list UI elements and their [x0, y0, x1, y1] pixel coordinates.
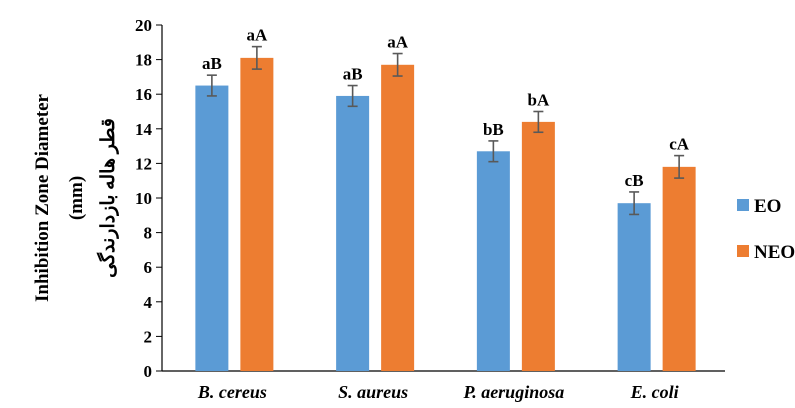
y-tick-label: 16: [135, 85, 152, 104]
y-tick-label: 0: [144, 362, 153, 381]
y-axis-label: Inhibition Zone Diameter (mm) قطر هاله باز…: [32, 93, 119, 302]
data-label: aA: [387, 33, 409, 52]
legend: EO NEO: [737, 196, 795, 263]
y-tick-label: 14: [135, 120, 153, 139]
x-tick-label: S. aureus: [338, 382, 408, 402]
bar-neo-p-aeruginosa: [521, 121, 555, 371]
data-label: aB: [202, 54, 222, 73]
legend-label-eo: EO: [754, 196, 781, 217]
data-label: aB: [343, 65, 363, 84]
bar-eo-s-aureus: [336, 95, 370, 372]
y-tick-label: 6: [144, 258, 153, 277]
y-tick-label: 10: [135, 189, 152, 208]
y-tick-label: 12: [135, 154, 152, 173]
bar-eo-p-aeruginosa: [476, 151, 510, 371]
bar-neo-e-coli: [662, 166, 696, 371]
y-tick-label: 2: [144, 327, 153, 346]
data-label: bA: [528, 91, 550, 110]
y-tick-label: 8: [144, 224, 153, 243]
axes: 0 2 4 6 8 10 12 14 16 18 20 B. cereus S. aureus P. ae…: [135, 16, 725, 402]
bar-neo-b-cereus: [240, 57, 274, 372]
x-tick-label: E. coli: [630, 382, 679, 402]
y-axis-title-line: قطر هاله بازدارندگی: [96, 118, 119, 278]
x-tick-label: B. cereus: [197, 382, 267, 402]
data-label: cA: [669, 135, 690, 154]
y-axis-title-line: (mm): [66, 176, 87, 220]
legend-swatch-neo: [737, 245, 749, 257]
y-tick-label: 4: [144, 293, 153, 312]
data-label: bB: [483, 120, 504, 139]
legend-swatch-eo: [737, 199, 749, 211]
y-tick-label: 18: [135, 51, 152, 70]
x-tick-label: P. aeruginosa: [463, 382, 565, 402]
data-label: cB: [625, 171, 644, 190]
bar-eo-e-coli: [617, 203, 651, 371]
y-tick-label: 20: [135, 16, 152, 35]
bars: aB aB bB cB aA aA bA cA: [195, 26, 696, 372]
bar-neo-s-aureus: [381, 64, 415, 371]
data-label: aA: [246, 26, 268, 45]
bar-eo-b-cereus: [195, 85, 229, 372]
legend-label-neo: NEO: [754, 242, 795, 263]
y-axis-title-line: Inhibition Zone Diameter: [32, 93, 53, 302]
